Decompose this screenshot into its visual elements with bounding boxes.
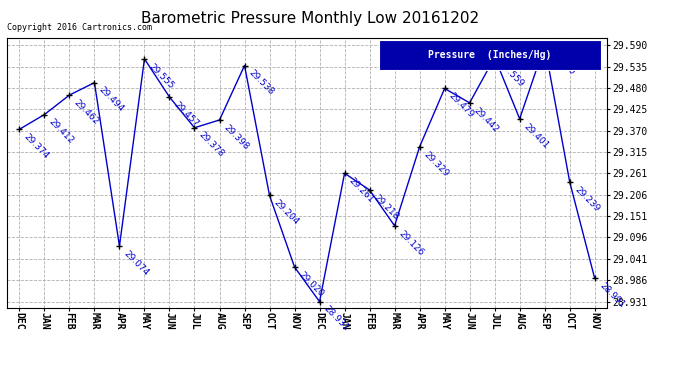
Text: 29.374: 29.374 [22, 132, 51, 160]
Text: 29.218: 29.218 [373, 193, 401, 221]
Text: 29.479: 29.479 [447, 91, 476, 120]
Text: 28.991: 28.991 [598, 281, 626, 310]
Text: 29.559: 29.559 [497, 60, 526, 89]
Text: 29.412: 29.412 [47, 117, 76, 146]
Text: 29.020: 29.020 [297, 270, 326, 298]
Text: 29.538: 29.538 [247, 68, 276, 97]
Text: 29.555: 29.555 [147, 62, 176, 90]
Text: 29.457: 29.457 [172, 100, 201, 128]
Text: 29.126: 29.126 [397, 229, 426, 257]
Text: 29.398: 29.398 [222, 123, 251, 152]
Text: 29.378: 29.378 [197, 130, 226, 159]
Text: 29.329: 29.329 [422, 150, 451, 178]
Text: 29.204: 29.204 [273, 198, 301, 227]
Text: 29.074: 29.074 [122, 249, 151, 278]
Text: Copyright 2016 Cartronics.com: Copyright 2016 Cartronics.com [7, 23, 152, 32]
FancyBboxPatch shape [379, 40, 601, 70]
Text: Barometric Pressure Monthly Low 20161202: Barometric Pressure Monthly Low 20161202 [141, 11, 480, 26]
Text: 28.931: 28.931 [322, 304, 351, 333]
Text: 29.462: 29.462 [72, 98, 101, 126]
Text: 29.590: 29.590 [547, 48, 576, 77]
Text: 29.401: 29.401 [522, 122, 551, 150]
Text: 29.239: 29.239 [573, 184, 601, 213]
Text: 29.442: 29.442 [473, 106, 501, 134]
Text: Pressure  (Inches/Hg): Pressure (Inches/Hg) [428, 50, 552, 60]
Text: 29.494: 29.494 [97, 86, 126, 114]
Text: 29.261: 29.261 [347, 176, 376, 205]
